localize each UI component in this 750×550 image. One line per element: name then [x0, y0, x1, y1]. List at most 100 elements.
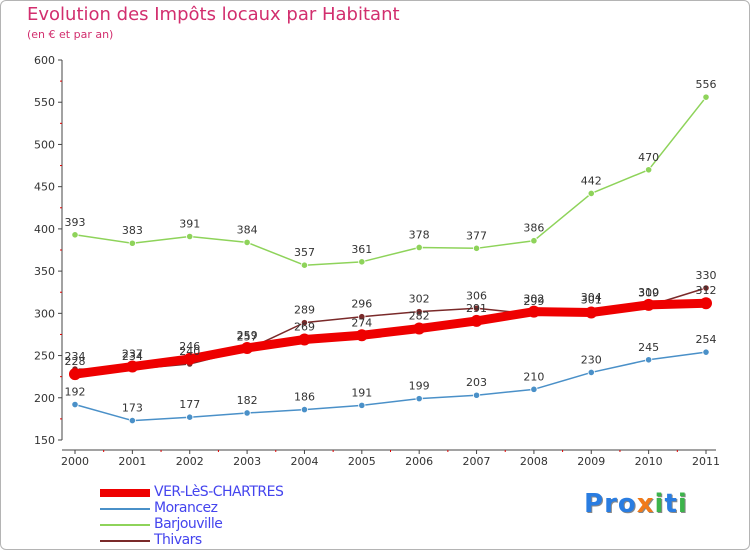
data-label: 210 — [523, 370, 544, 383]
data-label: 282 — [409, 310, 430, 323]
data-label: 192 — [65, 386, 86, 399]
y-tick-label: 400 — [34, 223, 55, 236]
data-point — [128, 416, 136, 425]
y-tick-label: 300 — [34, 307, 55, 320]
data-point — [243, 238, 251, 246]
x-tick-label: 2010 — [635, 455, 663, 468]
data-label: 245 — [638, 341, 659, 354]
data-label: 230 — [581, 353, 602, 366]
data-label: 274 — [351, 316, 372, 329]
data-point — [530, 385, 538, 393]
data-label: 173 — [122, 402, 143, 415]
data-point — [413, 322, 426, 335]
data-point — [645, 356, 653, 364]
data-label: 269 — [294, 321, 315, 334]
series-layer — [69, 93, 712, 425]
data-point — [358, 258, 366, 266]
data-label: 330 — [696, 269, 717, 282]
x-tick-label: 2004 — [290, 455, 318, 468]
y-tick-label: 200 — [34, 392, 55, 405]
legend-swatch — [100, 540, 150, 542]
y-tick-label: 150 — [34, 434, 55, 447]
legend-label: Morancez — [154, 500, 218, 516]
x-tick-label: 2008 — [520, 455, 548, 468]
x-tick-label: 2001 — [118, 455, 146, 468]
y-tick-label: 450 — [34, 181, 55, 194]
data-label: 234 — [122, 350, 143, 363]
data-label: 384 — [237, 223, 258, 236]
data-point — [186, 413, 194, 421]
series-line — [70, 298, 711, 379]
data-point — [128, 239, 136, 247]
data-label: 259 — [237, 329, 258, 342]
series-line — [74, 351, 707, 422]
y-tick-label: 550 — [34, 96, 55, 109]
legend-label: Barjouville — [154, 516, 223, 532]
data-point — [243, 409, 251, 417]
data-label: 378 — [409, 228, 430, 241]
data-point — [470, 314, 483, 327]
data-label: 391 — [179, 217, 200, 230]
legend-label: VER-LèS-CHARTRES — [154, 484, 284, 500]
data-point — [587, 189, 595, 198]
data-point — [71, 231, 79, 239]
data-label: 291 — [466, 302, 487, 315]
x-tick-label: 2005 — [348, 455, 376, 468]
data-label: 470 — [638, 151, 659, 164]
data-point — [126, 360, 139, 373]
data-point — [642, 298, 655, 311]
data-label: 442 — [581, 174, 602, 187]
legend-swatch — [100, 524, 150, 526]
y-tick-label: 350 — [34, 265, 55, 278]
data-point — [585, 306, 598, 319]
legend-swatch — [100, 489, 150, 497]
data-point — [415, 243, 423, 252]
data-point — [472, 244, 481, 252]
data-label: 191 — [351, 386, 372, 399]
data-point — [300, 319, 309, 327]
data-label: 228 — [65, 355, 86, 368]
data-point — [300, 261, 309, 269]
data-point — [300, 405, 309, 414]
data-point — [700, 297, 712, 310]
data-label: 246 — [179, 340, 200, 353]
data-point — [71, 400, 79, 409]
data-label: 257 — [237, 331, 258, 344]
data-label: 240 — [179, 345, 200, 358]
data-label: 310 — [638, 286, 659, 299]
data-label: 309 — [638, 287, 659, 300]
series-line — [74, 96, 707, 266]
data-label: 237 — [122, 348, 143, 361]
series-morancez — [71, 348, 710, 425]
y-tick-label: 500 — [34, 138, 55, 151]
data-point — [527, 305, 540, 318]
proxiti-logo: Proxiti — [584, 489, 688, 519]
data-point — [186, 232, 194, 241]
data-label: 304 — [581, 291, 602, 304]
data-point — [358, 313, 366, 321]
data-label: 383 — [122, 224, 143, 237]
data-point — [298, 333, 311, 346]
data-label: 182 — [237, 394, 258, 407]
data-point — [358, 401, 366, 409]
data-label: 393 — [65, 216, 86, 229]
x-tick-label: 2009 — [577, 455, 605, 468]
data-point — [69, 368, 81, 381]
data-label: 312 — [696, 284, 717, 297]
x-tick-label: 2011 — [692, 455, 720, 468]
data-point — [472, 391, 481, 399]
axes: 150 200 250 300 350 400 450 500 550 600 2000 2001 20… — [34, 54, 720, 468]
data-label: 302 — [523, 293, 544, 306]
data-point — [241, 341, 254, 354]
series-barjouville — [71, 93, 710, 269]
data-point — [472, 304, 481, 312]
data-label: 186 — [294, 391, 315, 404]
data-label: 302 — [409, 293, 430, 306]
series-ver-l-s-chartres — [69, 297, 712, 381]
data-point — [645, 166, 653, 174]
y-tick-label: 250 — [34, 350, 55, 363]
data-point — [702, 284, 710, 292]
data-label: 357 — [294, 246, 315, 259]
